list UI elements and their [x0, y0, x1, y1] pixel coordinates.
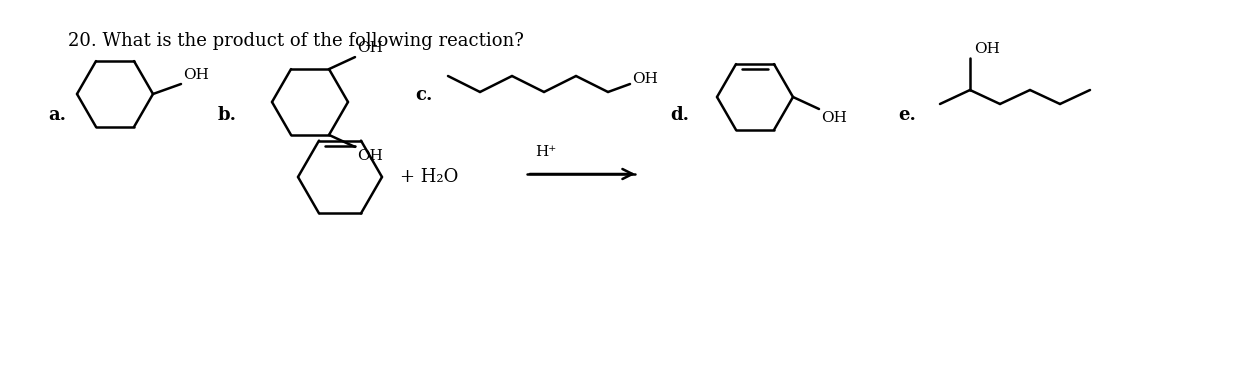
Text: H⁺: H⁺ — [535, 145, 556, 159]
Text: a.: a. — [48, 106, 66, 124]
Text: OH: OH — [632, 72, 658, 86]
Text: 20. What is the product of the following reaction?: 20. What is the product of the following… — [68, 32, 524, 50]
Text: OH: OH — [821, 111, 847, 125]
Text: OH: OH — [357, 41, 383, 55]
Text: OH: OH — [974, 42, 1000, 56]
Text: OH: OH — [183, 68, 209, 82]
Text: + H₂O: + H₂O — [400, 168, 459, 186]
Text: c.: c. — [415, 86, 433, 104]
Text: d.: d. — [670, 106, 688, 124]
Text: OH: OH — [357, 149, 383, 163]
Text: e.: e. — [899, 106, 916, 124]
Text: b.: b. — [218, 106, 237, 124]
